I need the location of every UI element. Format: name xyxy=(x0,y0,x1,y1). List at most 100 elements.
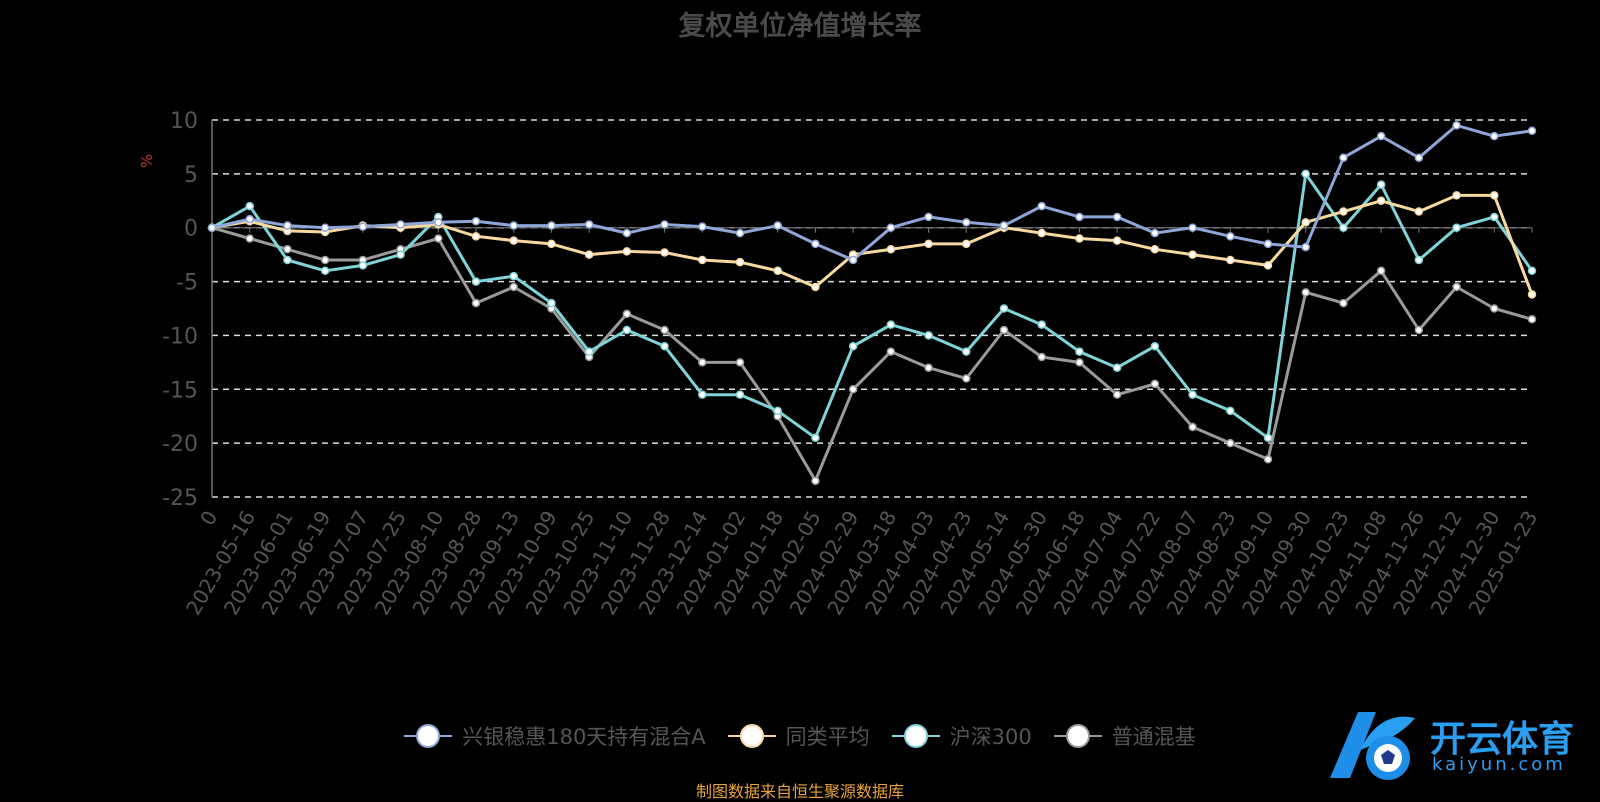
series-line-1 xyxy=(211,193,1534,296)
data-point xyxy=(245,214,254,224)
data-point xyxy=(1490,304,1499,313)
data-point xyxy=(1490,191,1499,200)
data-point xyxy=(1452,223,1461,232)
data-point xyxy=(1112,236,1122,245)
legend-marker-icon xyxy=(1053,724,1102,748)
data-point xyxy=(245,234,254,243)
data-point xyxy=(660,248,669,257)
data-point xyxy=(811,239,820,249)
chart-title: 复权单位净值增长率 xyxy=(678,11,922,42)
data-point xyxy=(1263,455,1273,464)
data-point xyxy=(1376,266,1386,276)
y-tick-label: 5 xyxy=(184,163,198,188)
data-point xyxy=(1414,207,1424,216)
data-point xyxy=(396,250,405,259)
data-point xyxy=(1527,315,1537,324)
data-point xyxy=(584,250,594,259)
data-point xyxy=(886,347,896,356)
data-point xyxy=(547,239,556,249)
legend-marker-icon xyxy=(891,724,940,748)
data-point xyxy=(1037,228,1046,238)
data-point xyxy=(1188,223,1197,232)
data-point xyxy=(1037,320,1046,329)
data-point xyxy=(924,331,933,340)
logo-icon xyxy=(1330,712,1415,780)
data-point xyxy=(622,309,632,319)
data-point xyxy=(509,236,518,245)
data-point xyxy=(1452,282,1461,292)
data-point xyxy=(1527,126,1537,136)
data-point xyxy=(1226,232,1235,241)
data-point xyxy=(773,266,782,276)
data-point xyxy=(245,201,254,211)
data-point xyxy=(358,261,368,270)
data-point xyxy=(1376,196,1386,206)
data-point xyxy=(698,358,707,367)
data-point xyxy=(320,266,330,276)
data-point xyxy=(1263,239,1273,249)
data-point xyxy=(622,228,632,238)
data-point xyxy=(1226,406,1235,416)
data-point xyxy=(1301,169,1310,179)
data-point xyxy=(1376,131,1386,141)
data-point xyxy=(471,298,481,308)
data-point xyxy=(471,277,481,286)
y-tick-label: 0 xyxy=(184,217,198,242)
data-point xyxy=(924,239,933,249)
data-point xyxy=(1112,390,1122,399)
data-point xyxy=(584,347,594,356)
logo-subtext: kaiyun.com xyxy=(1432,754,1566,775)
data-point xyxy=(886,245,896,254)
data-point xyxy=(509,271,518,281)
y-tick-label: -20 xyxy=(162,432,198,457)
data-point xyxy=(434,234,443,243)
legend-label: 普通混基 xyxy=(1111,725,1196,749)
data-point xyxy=(698,390,707,399)
data-point xyxy=(1339,223,1348,232)
data-point xyxy=(1339,153,1348,162)
data-point xyxy=(1414,325,1424,335)
series-layer xyxy=(207,121,1537,486)
series-line-0 xyxy=(211,123,1533,262)
data-point xyxy=(1527,290,1537,299)
legend-label: 兴银稳惠180天持有混合A xyxy=(462,725,706,749)
data-point xyxy=(773,221,782,230)
data-point xyxy=(962,239,971,249)
data-point xyxy=(999,325,1009,335)
data-point xyxy=(1112,363,1122,372)
data-point xyxy=(283,255,292,265)
data-point xyxy=(886,223,896,232)
data-point xyxy=(698,255,707,265)
data-point xyxy=(1188,422,1197,432)
data-point xyxy=(283,221,292,230)
legend-item-3[interactable]: 普通混基 xyxy=(1053,721,1196,751)
data-point xyxy=(471,217,481,226)
data-point xyxy=(547,221,556,230)
data-point xyxy=(999,221,1009,230)
legend: 兴银稳惠180天持有混合A 同类平均 沪深300 普通混基 xyxy=(0,716,1600,756)
data-point xyxy=(1376,180,1386,189)
data-point xyxy=(283,245,292,254)
series-line-3 xyxy=(211,226,1533,483)
data-point xyxy=(1301,218,1310,227)
data-point xyxy=(622,325,632,335)
legend-item-1[interactable]: 同类平均 xyxy=(727,721,870,751)
data-point xyxy=(962,374,971,383)
data-point xyxy=(1301,288,1310,297)
legend-item-0[interactable]: 兴银稳惠180天持有混合A xyxy=(404,721,706,751)
y-tick-label: 10 xyxy=(170,109,198,134)
data-point xyxy=(1452,191,1461,200)
y-tick-label: -15 xyxy=(162,378,198,403)
legend-item-2[interactable]: 沪深300 xyxy=(891,721,1032,751)
data-point xyxy=(434,218,443,227)
data-point xyxy=(1339,207,1348,216)
data-point xyxy=(811,282,820,292)
x-tick-label: 0 xyxy=(195,507,222,530)
data-point xyxy=(207,223,217,232)
data-point xyxy=(1150,379,1160,389)
data-point xyxy=(1527,266,1537,276)
y-axis-label: % xyxy=(138,154,156,168)
data-point xyxy=(1490,131,1499,141)
data-point xyxy=(509,221,518,230)
data-point xyxy=(1188,390,1197,399)
